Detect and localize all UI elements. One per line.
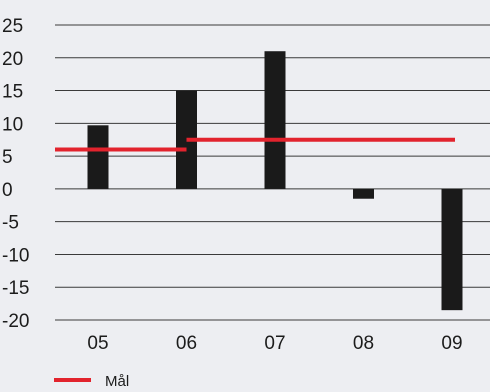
y-tick-label: 15 [2,82,23,103]
y-tick-label: 5 [2,147,13,168]
y-tick-label: -20 [2,311,29,332]
legend-label-target: Mål [105,373,129,390]
x-axis-ticks: 05 06 07 08 09 [87,333,462,354]
y-tick-label: 0 [2,180,13,201]
x-tick-label: 08 [353,333,374,354]
bars [87,51,463,311]
x-tick-label: 06 [176,333,197,354]
y-tick-label: -15 [2,278,29,299]
y-axis-ticks: 25 20 15 10 5 0 -5 -10 -15 -20 [2,16,29,332]
y-tick-label: 25 [2,16,23,37]
target-line [55,137,455,152]
x-tick-label: 09 [441,333,462,354]
y-tick-label: -5 [2,213,19,234]
x-tick-label: 05 [87,333,108,354]
y-tick-label: 20 [2,49,23,70]
bar-05 [87,125,109,189]
y-tick-label: -10 [2,245,29,266]
x-tick-label: 07 [264,333,285,354]
legend: Mål [54,373,129,390]
bar-09 [441,188,463,311]
bar-07 [264,51,286,189]
bar-08 [353,188,374,199]
y-tick-label: 10 [2,114,23,135]
